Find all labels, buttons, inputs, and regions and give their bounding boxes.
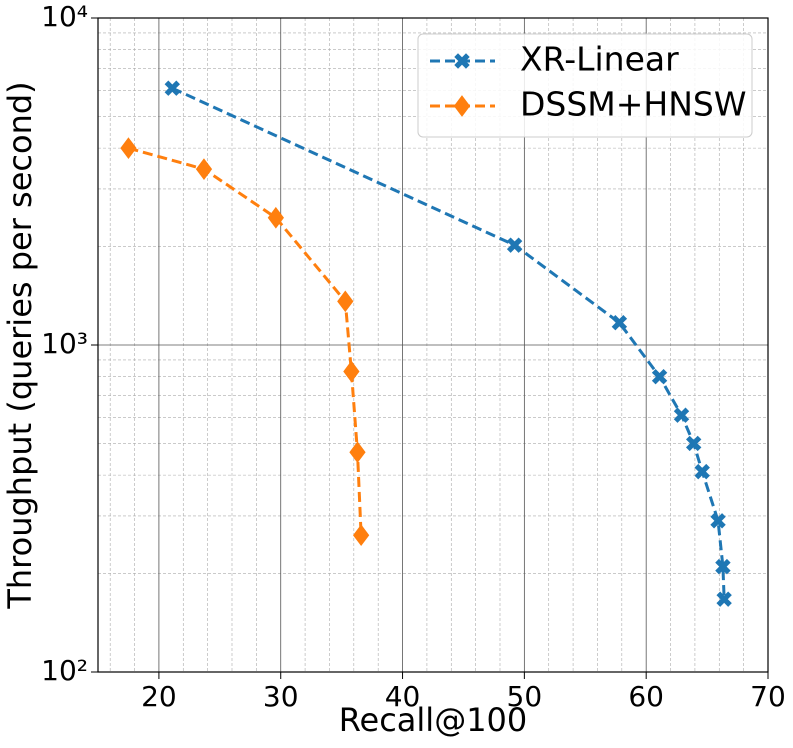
legend-label: DSSM+HNSW bbox=[520, 85, 747, 124]
x-tick-label: 40 bbox=[385, 680, 421, 713]
marker bbox=[506, 237, 523, 253]
marker bbox=[710, 513, 726, 529]
x-tick-label: 20 bbox=[141, 680, 177, 713]
marker bbox=[715, 558, 731, 575]
marker bbox=[267, 206, 284, 229]
marker bbox=[453, 95, 471, 117]
marker bbox=[120, 137, 137, 159]
series-line bbox=[128, 146, 363, 536]
legend-label: XR-Linear bbox=[520, 40, 679, 79]
y-tick-label: 10³ bbox=[41, 327, 88, 360]
y-tick-label: 10⁴ bbox=[41, 0, 88, 33]
y-axis-label: Throughput (queries per second) bbox=[1, 81, 39, 609]
x-tick-label: 70 bbox=[750, 680, 786, 713]
marker bbox=[716, 591, 732, 607]
marker bbox=[685, 435, 702, 452]
series-line bbox=[171, 86, 726, 600]
marker bbox=[694, 463, 710, 480]
marker bbox=[353, 524, 370, 547]
marker bbox=[611, 314, 628, 331]
plot-frame bbox=[97, 17, 769, 673]
marker bbox=[195, 158, 213, 180]
x-tick-label: 30 bbox=[263, 680, 299, 713]
marker bbox=[343, 360, 360, 383]
marker bbox=[164, 80, 181, 96]
x-tick-label: 50 bbox=[507, 680, 543, 713]
x-axis-label: Recall@100 bbox=[339, 701, 528, 739]
legend: XR-Linear DSSM+HNSW bbox=[417, 33, 753, 138]
y-tick-label: 10² bbox=[41, 654, 88, 687]
marker bbox=[673, 407, 690, 423]
marker bbox=[337, 290, 354, 313]
marker bbox=[651, 368, 668, 385]
legend-frame bbox=[417, 33, 753, 138]
x-tick-label: 60 bbox=[628, 680, 664, 713]
marker bbox=[454, 53, 470, 69]
marker bbox=[349, 441, 366, 464]
